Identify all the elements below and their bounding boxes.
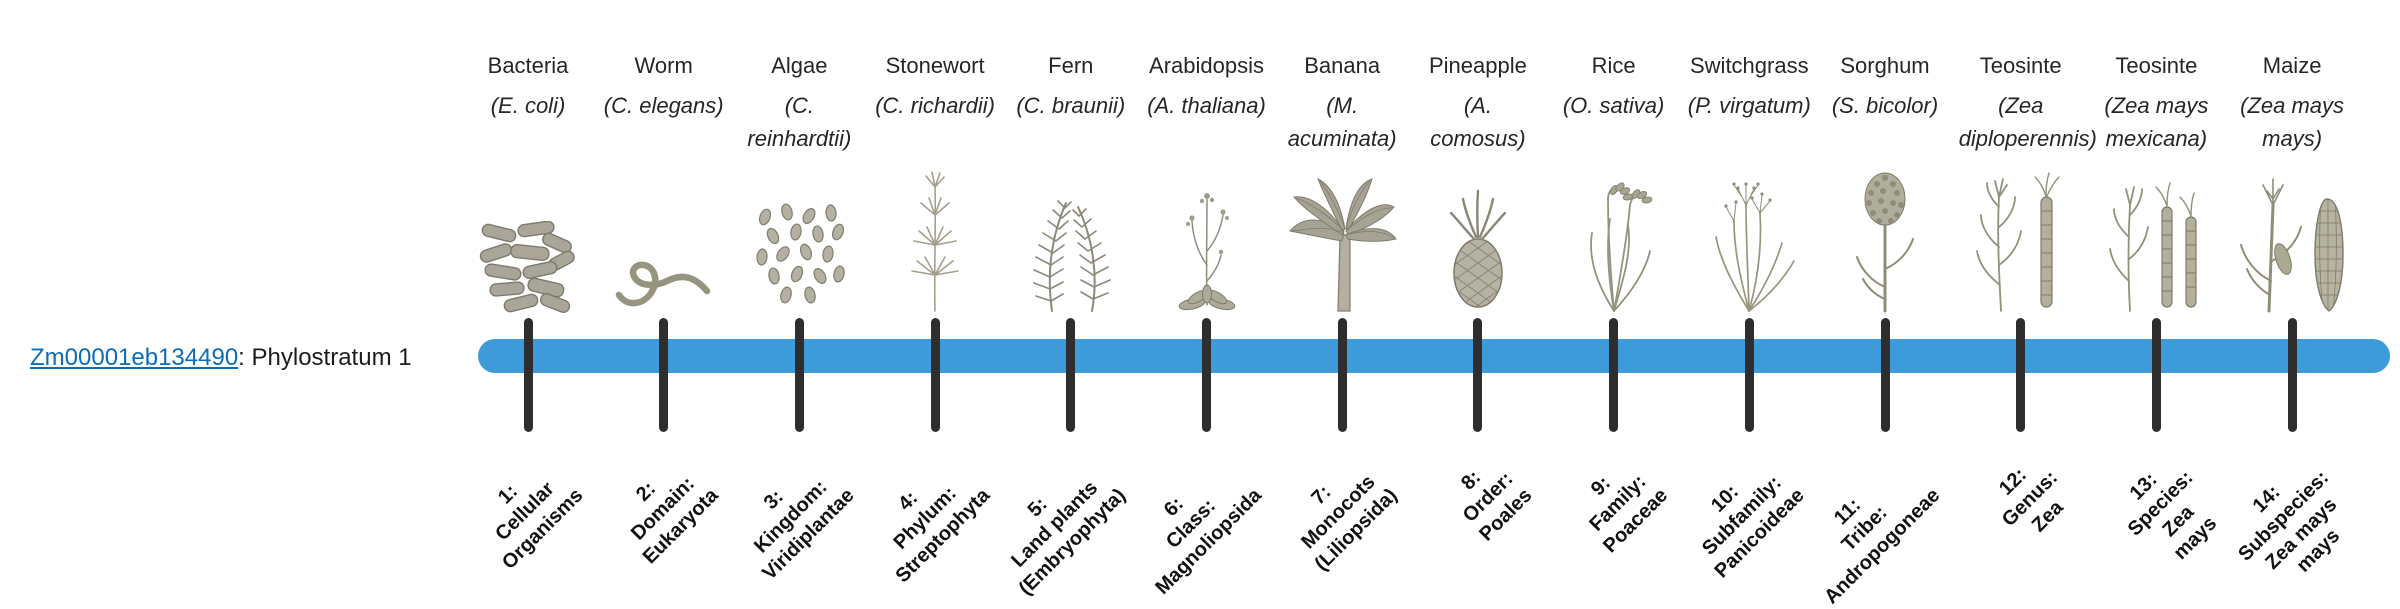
phylostratum-column-13: Teosinte (Zea mays mexicana) 13: Species… — [2086, 45, 2226, 580]
organism-scientific-name: (C. elegans) — [603, 93, 724, 118]
stratum-label: 5: Land plants (Embryophyta) — [1007, 477, 1130, 600]
timeline-tick — [1473, 318, 1483, 432]
pineapple-icon — [1408, 157, 1548, 313]
organism-common-name: Arabidopsis — [1149, 53, 1264, 78]
worm-icon — [594, 157, 734, 313]
organism-common-name: Teosinte — [2115, 53, 2198, 78]
timeline-tick — [1880, 318, 1890, 432]
organism-common-name: Rice — [1591, 53, 1636, 78]
sorghum-icon — [1815, 157, 1955, 313]
bacteria-icon — [458, 157, 598, 313]
timeline-tick — [523, 318, 533, 432]
phylostratum-column-3: Algae (C. reinhardtii) 3: Kingdom: Virid… — [729, 45, 869, 584]
stratum-label: 2: Domain: Eukaryota — [627, 472, 723, 569]
rice-icon — [1544, 157, 1684, 313]
organism-common-name: Sorghum — [1840, 53, 1930, 78]
algae-icon — [729, 157, 869, 313]
organism-common-name: Fern — [1048, 53, 1094, 78]
organism-common-name: Algae — [771, 53, 828, 78]
organism-scientific-name: (M. acuminata) — [1287, 93, 1397, 151]
organism-scientific-name: (C. reinhardtii) — [747, 93, 852, 151]
maize-icon — [2222, 157, 2362, 313]
organism-common-name: Teosinte — [1979, 53, 2062, 78]
organism-scientific-name: (C. braunii) — [1016, 93, 1126, 118]
organism-scientific-name: (Zea mays mays) — [2240, 93, 2345, 151]
stratum-label: 13: Species: Zea mays — [2124, 466, 2222, 565]
phylostratum-column-6: Arabidopsis (A. thaliana) 6: Class: Magn… — [1137, 45, 1277, 599]
gene-id-link[interactable]: Zm00001eb134490 — [30, 344, 239, 371]
phylostratum-column-1: Bacteria (E. coli) 1: Cellular Organisms — [458, 45, 598, 580]
timeline-tick — [2151, 318, 2161, 432]
organism-common-name: Maize — [2262, 53, 2322, 78]
organism-scientific-name: (C. richardii) — [875, 93, 995, 118]
phylostratum-text: : Phylostratum 1 — [238, 344, 412, 371]
organism-common-name: Switchgrass — [1690, 53, 1809, 78]
banana-icon — [1272, 157, 1412, 313]
phylostratum-column-7: Banana (M. acuminata) 7: Monocots (Lilio… — [1272, 45, 1412, 580]
organism-scientific-name: (A. thaliana) — [1147, 93, 1266, 118]
organism-scientific-name: (Zea diploperennis) — [1958, 93, 2097, 151]
phylostratum-column-14: Maize (Zea mays mays) 14: Subspecies: Ze… — [2222, 45, 2362, 580]
timeline-tick — [794, 318, 804, 432]
timeline-tick — [2287, 318, 2297, 432]
timeline-tick — [1609, 318, 1619, 432]
phylostratum-column-12: Teosinte (Zea diploperennis) 12: Genus: … — [1951, 45, 2097, 580]
stratum-label: 6: Class: Magnoliopsida — [1150, 484, 1266, 599]
stratum-label: 3: Kingdom: Viridiplantae — [750, 476, 859, 585]
timeline-tick — [2016, 318, 2026, 432]
stratum-label: 1: Cellular Organisms — [491, 477, 587, 574]
stratum-label: 9: Family: Poaceae — [1586, 470, 1673, 558]
organism-common-name: Bacteria — [487, 53, 569, 78]
timeline-tick — [930, 318, 940, 432]
arabidopsis-icon — [1137, 157, 1277, 313]
organism-scientific-name: (Zea mays mexicana) — [2104, 93, 2209, 151]
phylostratum-column-8: Pineapple (A. comosus) 8: Order: Poales — [1408, 45, 1548, 580]
phylostratum-column-5: Fern (C. braunii) 5: Land plants (Embryo… — [1001, 45, 1141, 600]
switchgrass-icon — [1679, 157, 1819, 313]
stratum-label: 12: Genus: Zea — [1994, 463, 2068, 537]
timeline-tick — [1066, 318, 1076, 432]
organism-common-name: Worm — [634, 53, 693, 78]
organism-common-name: Banana — [1304, 53, 1381, 78]
phylostratum-column-10: Switchgrass (P. virgatum) 10: Subfamily:… — [1679, 45, 1819, 582]
phylostratum-column-2: Worm (C. elegans) 2: Domain: Eukaryota — [594, 45, 734, 580]
stonewort-icon — [865, 157, 1005, 313]
stratum-label: 4: Phylum: Streptophyta — [889, 482, 994, 587]
phylostratum-column-9: Rice (O. sativa) 9: Family: Poaceae — [1544, 45, 1684, 580]
timeline-tick — [659, 318, 669, 432]
organism-common-name: Stonewort — [885, 53, 985, 78]
timeline-tick — [1202, 318, 1211, 432]
phylostratum-column-11: Sorghum (S. bicolor) 11: Tribe: Andropog… — [1815, 45, 1955, 608]
organism-common-name: Pineapple — [1428, 53, 1527, 78]
teosinte-diploperennis-icon — [1951, 157, 2091, 313]
organism-scientific-name: (S. bicolor) — [1831, 93, 1939, 118]
organism-scientific-name: (P. virgatum) — [1687, 93, 1811, 118]
stratum-label: 14: Subspecies: Zea mays mays — [2234, 466, 2345, 577]
gene-phylostratum-label: Zm00001eb134490: Phylostratum 1 — [30, 344, 412, 372]
teosinte-mexicana-icon — [2086, 157, 2226, 313]
organism-scientific-name: (E. coli) — [490, 93, 566, 118]
stratum-label: 8: Order: Poales — [1457, 466, 1537, 546]
stratum-label: 7: Monocots (Liliopsida) — [1297, 471, 1401, 576]
phylostratum-column-4: Stonewort (C. richardii) 4: Phylum: Stre… — [865, 45, 1005, 587]
organism-scientific-name: (A. comosus) — [1430, 93, 1526, 151]
phylostrata-diagram: Zm00001eb134490: Phylostratum 1 Bacteria… — [30, 45, 2390, 608]
organism-scientific-name: (O. sativa) — [1562, 93, 1665, 118]
stratum-label: 10: Subfamily: Panicoideae — [1697, 472, 1809, 583]
timeline-tick — [1337, 318, 1347, 432]
fern-icon — [1001, 157, 1141, 313]
timeline-tick — [1744, 318, 1754, 432]
